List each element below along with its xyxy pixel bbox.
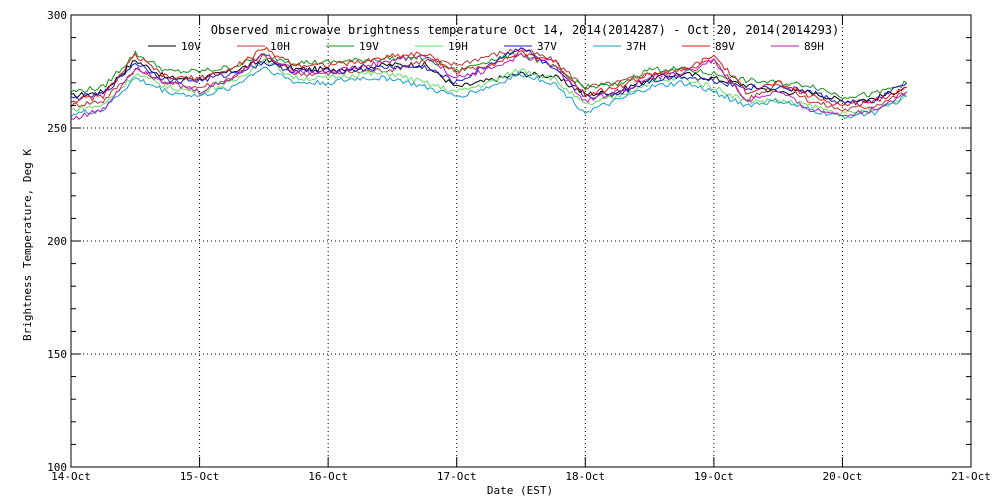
x-tick-label: 20-Oct bbox=[823, 470, 863, 483]
y-tick-label: 150 bbox=[47, 348, 67, 361]
series-line-37h bbox=[70, 66, 907, 120]
series-line-89h bbox=[70, 53, 908, 120]
legend-label-89v: 89V bbox=[715, 40, 735, 53]
x-tick-label: 14-Oct bbox=[51, 470, 91, 483]
tick-layer: 100 150 200 250 300 14-Oct 15-Oct 16-Oct 17-Oct 1… bbox=[47, 9, 991, 483]
legend-label-19h: 19H bbox=[448, 40, 468, 53]
legend-label-10v: 10V bbox=[181, 40, 201, 53]
legend-label-89h: 89H bbox=[804, 40, 824, 53]
chart-title: Observed microwave brightness temperatur… bbox=[211, 23, 840, 37]
y-tick-label: 300 bbox=[47, 9, 67, 22]
series-layer bbox=[70, 46, 908, 120]
legend: 10V 10H 19V 19H 37V 37H 89V 89H bbox=[148, 40, 824, 53]
series-line-19h bbox=[70, 58, 907, 118]
legend-label-37h: 37H bbox=[626, 40, 646, 53]
legend-label-10h: 10H bbox=[270, 40, 290, 53]
x-tick-label: 18-Oct bbox=[565, 470, 605, 483]
series-line-10h bbox=[70, 47, 908, 112]
x-tick-label: 19-Oct bbox=[694, 470, 734, 483]
x-tick-label: 21-Oct bbox=[951, 470, 991, 483]
grid-layer bbox=[71, 15, 971, 467]
x-tick-label: 16-Oct bbox=[308, 470, 348, 483]
y-tick-label: 100 bbox=[47, 461, 67, 474]
x-tick-label: 15-Oct bbox=[180, 470, 220, 483]
x-axis-label: Date (EST) bbox=[487, 484, 553, 497]
y-axis-label: Brightness Temperature, Deg K bbox=[21, 149, 34, 341]
series-line-10v bbox=[70, 57, 907, 105]
x-tick-label: 17-Oct bbox=[437, 470, 477, 483]
series-line-19v bbox=[70, 50, 907, 100]
y-tick-label: 250 bbox=[47, 122, 67, 135]
legend-label-19v: 19V bbox=[359, 40, 379, 53]
legend-label-37v: 37V bbox=[537, 40, 557, 53]
y-tick-label: 200 bbox=[47, 235, 67, 248]
